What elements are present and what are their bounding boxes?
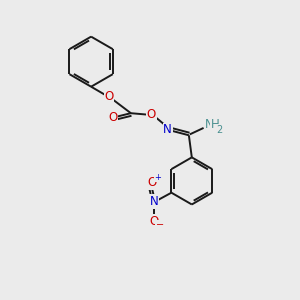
Text: O: O bbox=[150, 215, 159, 228]
Text: N: N bbox=[150, 195, 159, 208]
Text: O: O bbox=[147, 176, 157, 190]
Text: +: + bbox=[154, 172, 161, 182]
Text: O: O bbox=[108, 111, 117, 124]
Text: O: O bbox=[147, 108, 156, 121]
Text: −: − bbox=[156, 220, 164, 230]
Text: 2: 2 bbox=[216, 125, 222, 135]
Text: N: N bbox=[205, 118, 213, 131]
Text: O: O bbox=[104, 91, 113, 103]
Text: H: H bbox=[211, 118, 220, 131]
Text: N: N bbox=[163, 124, 172, 136]
